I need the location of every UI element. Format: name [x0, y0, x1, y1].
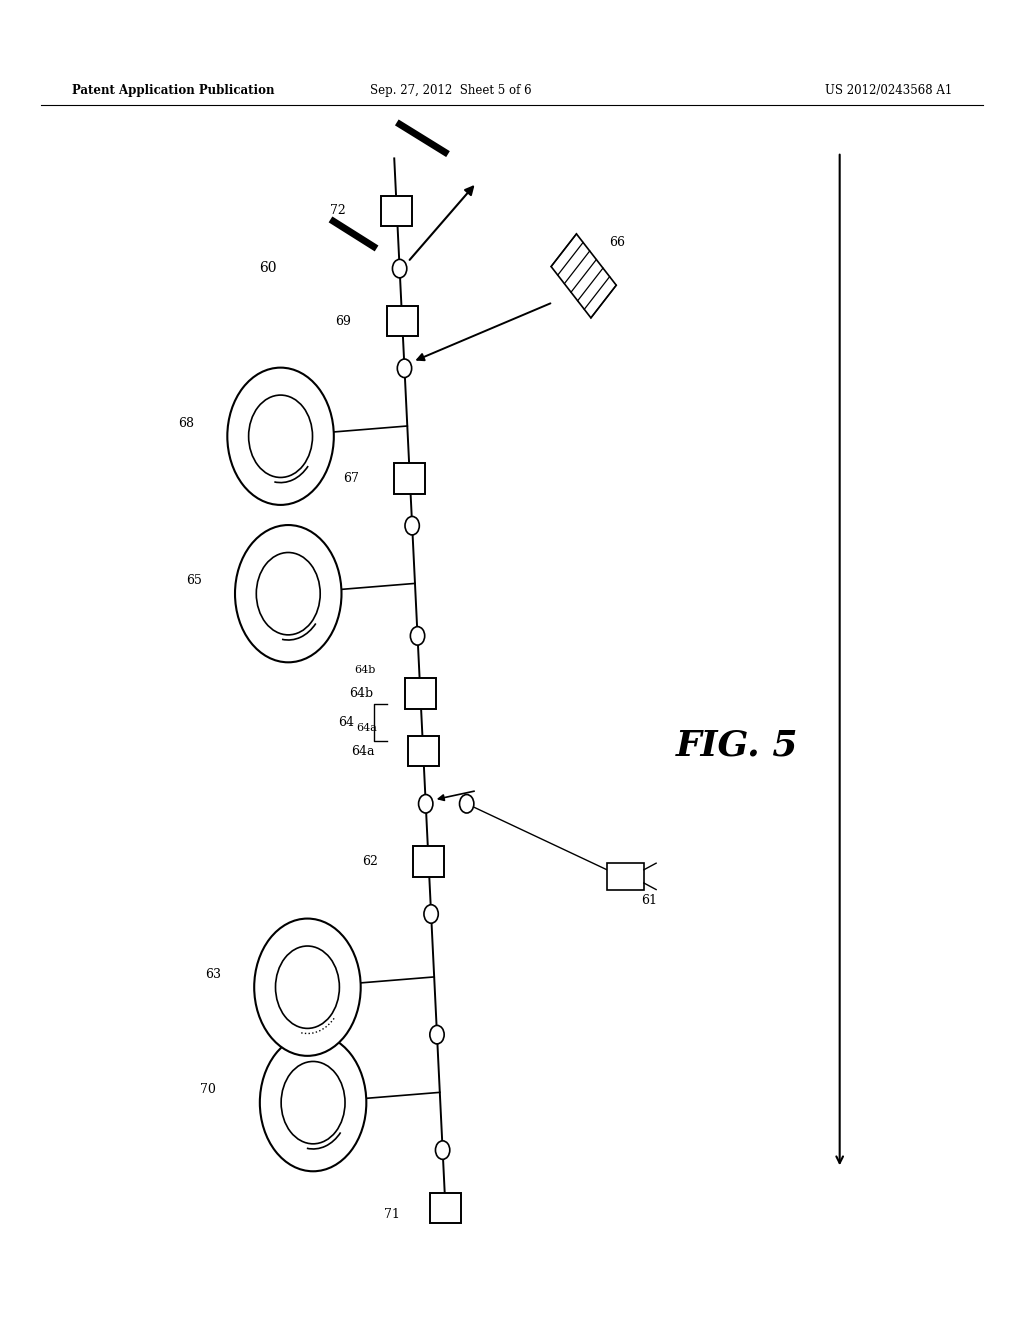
Circle shape	[397, 359, 412, 378]
Text: 61: 61	[641, 894, 656, 907]
Bar	[394, 463, 425, 494]
Bar	[408, 737, 438, 767]
Circle shape	[424, 904, 438, 923]
Text: US 2012/0243568 A1: US 2012/0243568 A1	[825, 83, 952, 96]
Circle shape	[254, 919, 360, 1056]
Text: 66: 66	[609, 236, 626, 249]
Text: 72: 72	[330, 205, 346, 218]
Bar	[413, 846, 444, 876]
Circle shape	[234, 525, 341, 663]
Circle shape	[430, 1026, 444, 1044]
Bar	[430, 1193, 461, 1222]
Bar	[387, 306, 418, 337]
Circle shape	[435, 1140, 450, 1159]
Text: 68: 68	[178, 417, 195, 429]
Circle shape	[460, 795, 474, 813]
Text: 62: 62	[362, 855, 378, 869]
Text: 60: 60	[259, 261, 276, 276]
Text: 70: 70	[201, 1082, 216, 1096]
Text: 64b: 64b	[348, 688, 373, 700]
Bar	[404, 678, 436, 709]
Text: 65: 65	[185, 574, 202, 587]
Circle shape	[249, 395, 312, 478]
Text: FIG. 5: FIG. 5	[676, 729, 799, 763]
Circle shape	[256, 553, 321, 635]
Circle shape	[282, 1061, 345, 1144]
Text: 63: 63	[205, 968, 221, 981]
Text: 69: 69	[336, 314, 351, 327]
Text: 71: 71	[384, 1208, 400, 1221]
Bar	[607, 863, 644, 890]
Circle shape	[260, 1034, 367, 1171]
Circle shape	[411, 627, 425, 645]
Text: 64a: 64a	[351, 744, 375, 758]
Text: 64a: 64a	[356, 722, 378, 733]
Bar	[381, 195, 412, 226]
Polygon shape	[551, 234, 616, 318]
Circle shape	[227, 368, 334, 506]
Text: Sep. 27, 2012  Sheet 5 of 6: Sep. 27, 2012 Sheet 5 of 6	[370, 83, 531, 96]
Circle shape	[406, 516, 420, 535]
Circle shape	[419, 795, 433, 813]
Text: 67: 67	[343, 473, 359, 484]
Circle shape	[275, 946, 339, 1028]
Circle shape	[392, 259, 407, 277]
Text: Patent Application Publication: Patent Application Publication	[72, 83, 274, 96]
Text: 64: 64	[338, 715, 354, 729]
Text: 64b: 64b	[354, 665, 375, 675]
